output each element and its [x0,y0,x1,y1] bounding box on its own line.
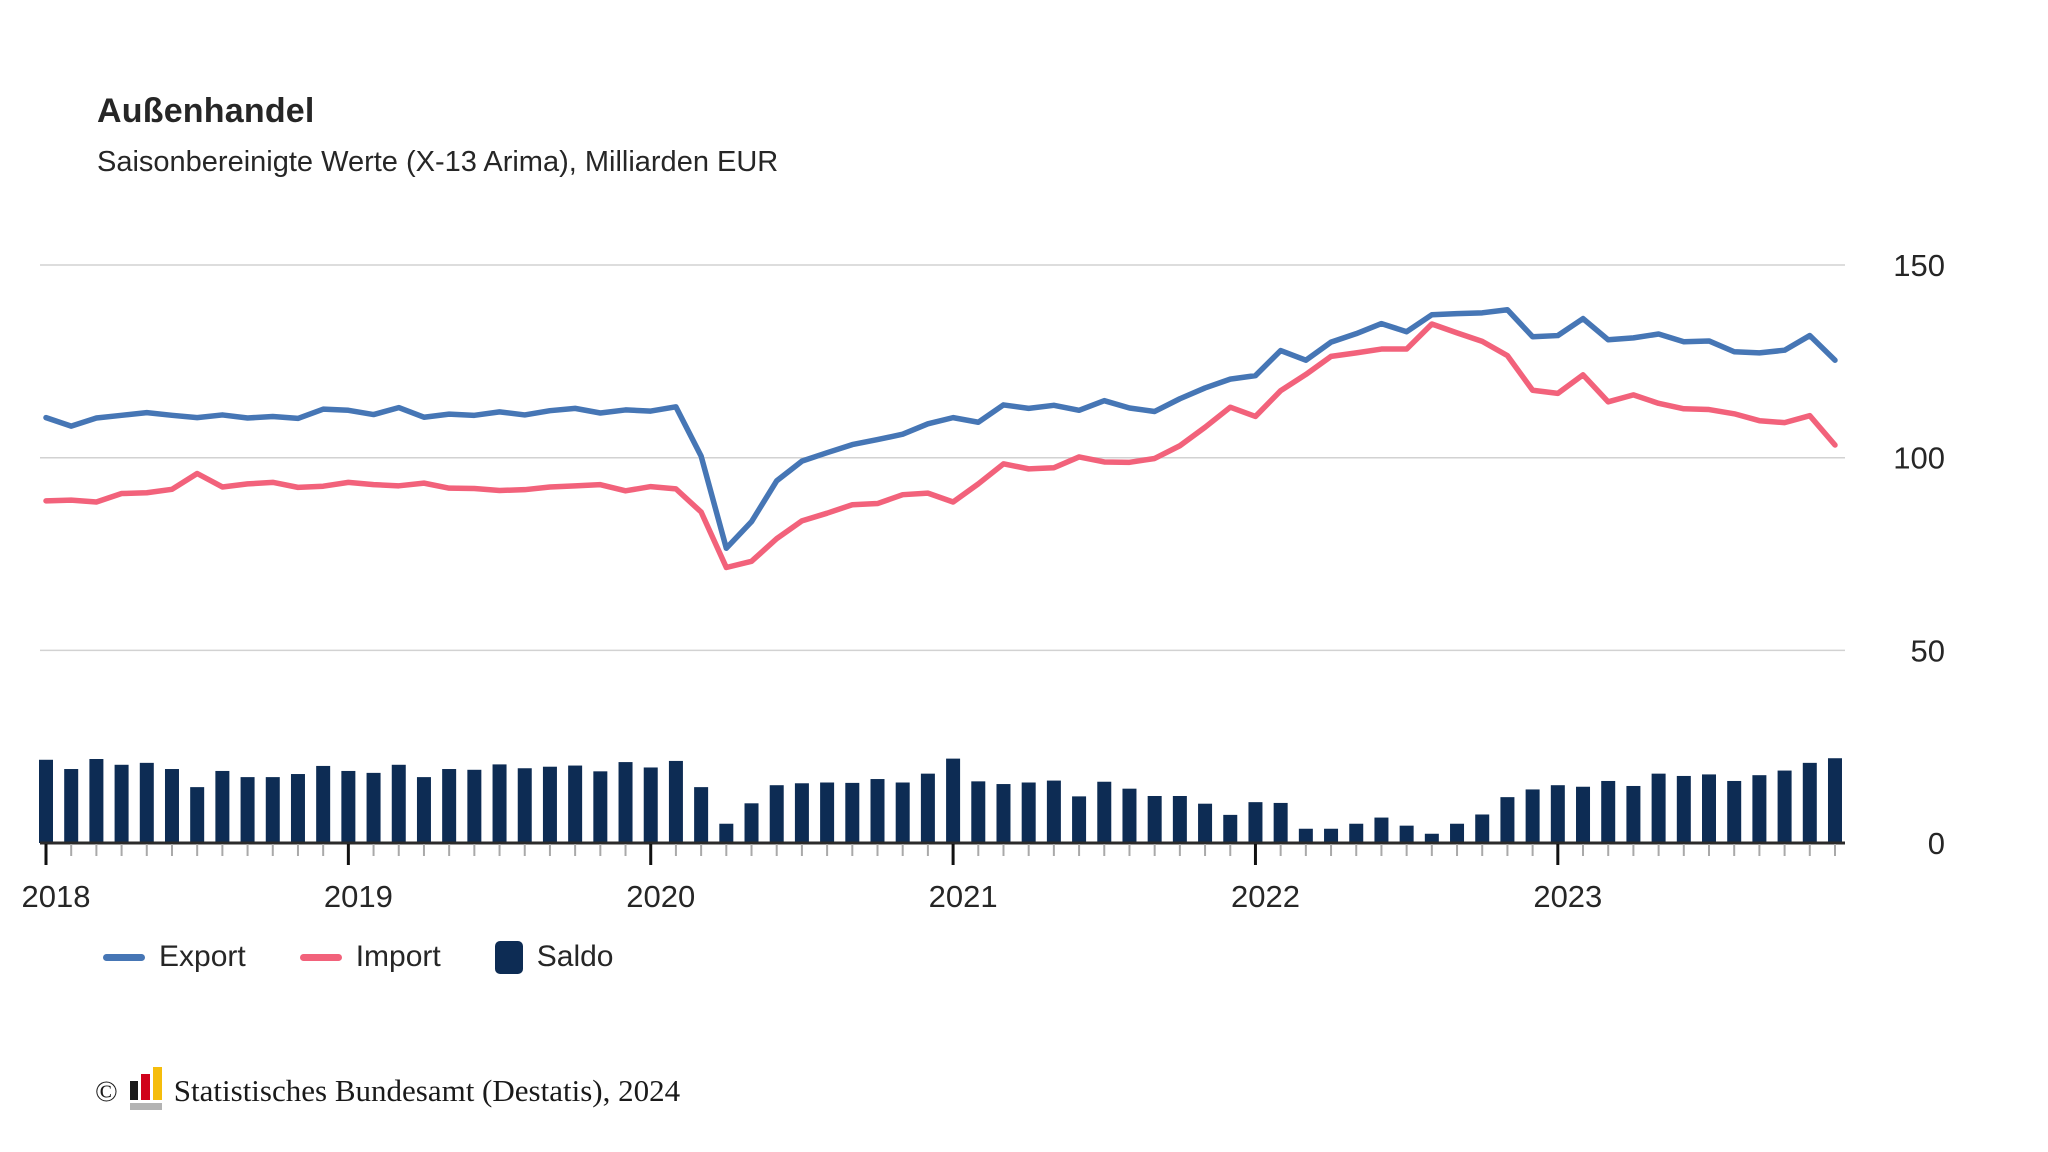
legend-item-saldo: Saldo [494,940,614,974]
svg-text:150: 150 [1893,248,1945,283]
legend-item-export: Export [103,940,246,974]
page-subtitle: Saisonbereinigte Werte (X-13 Arima), Mil… [97,146,779,178]
svg-text:100: 100 [1893,441,1945,476]
copyright-symbol: © [95,1075,118,1108]
legend-saldo-label: Saldo [536,940,614,973]
svg-text:50: 50 [1911,633,1945,668]
svg-text:2020: 2020 [626,879,695,914]
svg-text:0: 0 [1928,826,1945,861]
svg-text:2019: 2019 [324,879,393,914]
legend-export-label: Export [159,940,246,973]
page-title: Außenhandel [97,92,315,130]
footer-text: Statistisches Bundesamt (Destatis), 2024 [173,1073,681,1108]
footer-attribution: © Statistisches Bundesamt (Destatis), 20… [95,1067,681,1110]
export-line-swatch-icon [103,953,145,961]
svg-text:2018: 2018 [22,879,91,914]
svg-text:2021: 2021 [929,879,998,914]
saldo-bar-swatch-icon [494,940,523,974]
svg-text:2022: 2022 [1231,879,1300,914]
chart-legend: Export Import Saldo [103,940,613,974]
import-line-swatch-icon [299,953,342,961]
svg-text:2023: 2023 [1533,879,1602,914]
legend-item-import: Import [299,940,441,974]
legend-import-label: Import [355,940,441,973]
destatis-logo-icon [129,1067,162,1110]
